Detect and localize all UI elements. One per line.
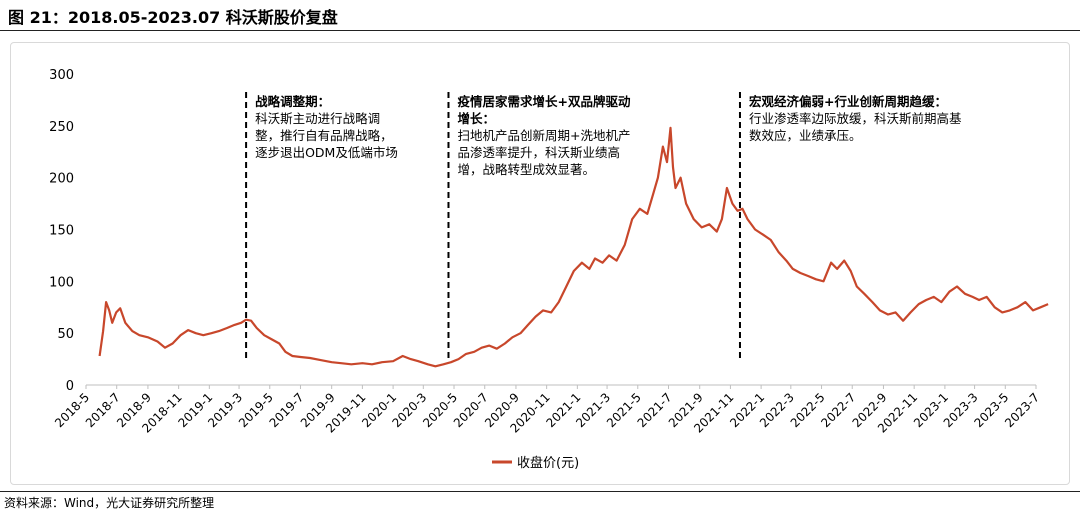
y-tick-label: 150 bbox=[49, 224, 74, 239]
annotation-text: 数效应，业绩承压。 bbox=[749, 128, 862, 143]
y-tick-label: 0 bbox=[66, 379, 74, 394]
annotation-text: 扫地机产品创新周期+洗地机产 bbox=[457, 128, 630, 143]
y-tick-label: 250 bbox=[49, 120, 74, 135]
annotation-text: 逐步退出ODM及低端市场 bbox=[255, 145, 398, 160]
x-tick-label: 2023-7 bbox=[1002, 390, 1042, 430]
legend-label: 收盘价(元) bbox=[517, 455, 579, 471]
annotation-text: 增，战略转型成效显著。 bbox=[457, 162, 595, 177]
source-rule bbox=[0, 491, 1080, 492]
y-tick-label: 50 bbox=[57, 327, 74, 342]
y-tick-label: 200 bbox=[49, 172, 74, 187]
series-line-close-price bbox=[98, 126, 1049, 368]
annotation-text: 科沃斯主动进行战略调 bbox=[255, 111, 380, 126]
annotation-title: 宏观经济偏弱+行业创新周期趋缓： bbox=[749, 94, 947, 109]
chart-frame bbox=[10, 42, 1070, 485]
annotation-title: 战略调整期： bbox=[255, 94, 330, 109]
figure-title: 图 21：2018.05-2023.07 科沃斯股价复盘 bbox=[8, 8, 338, 27]
annotation-text: 整，推行自有品牌战略， bbox=[255, 128, 393, 143]
title-rule bbox=[0, 30, 1080, 31]
y-tick-label: 300 bbox=[49, 68, 74, 83]
annotation-text: 品渗透率提升，科沃斯业绩高 bbox=[457, 145, 620, 160]
annotation-text: 行业渗透率边际放缓，科沃斯前期高基 bbox=[749, 111, 962, 126]
annotation-title: 疫情居家需求增长+双品牌驱动 bbox=[457, 94, 630, 109]
source-note: 资料来源：Wind，光大证券研究所整理 bbox=[4, 496, 215, 510]
y-tick-label: 100 bbox=[49, 275, 74, 290]
annotation-title: 增长： bbox=[457, 111, 495, 126]
